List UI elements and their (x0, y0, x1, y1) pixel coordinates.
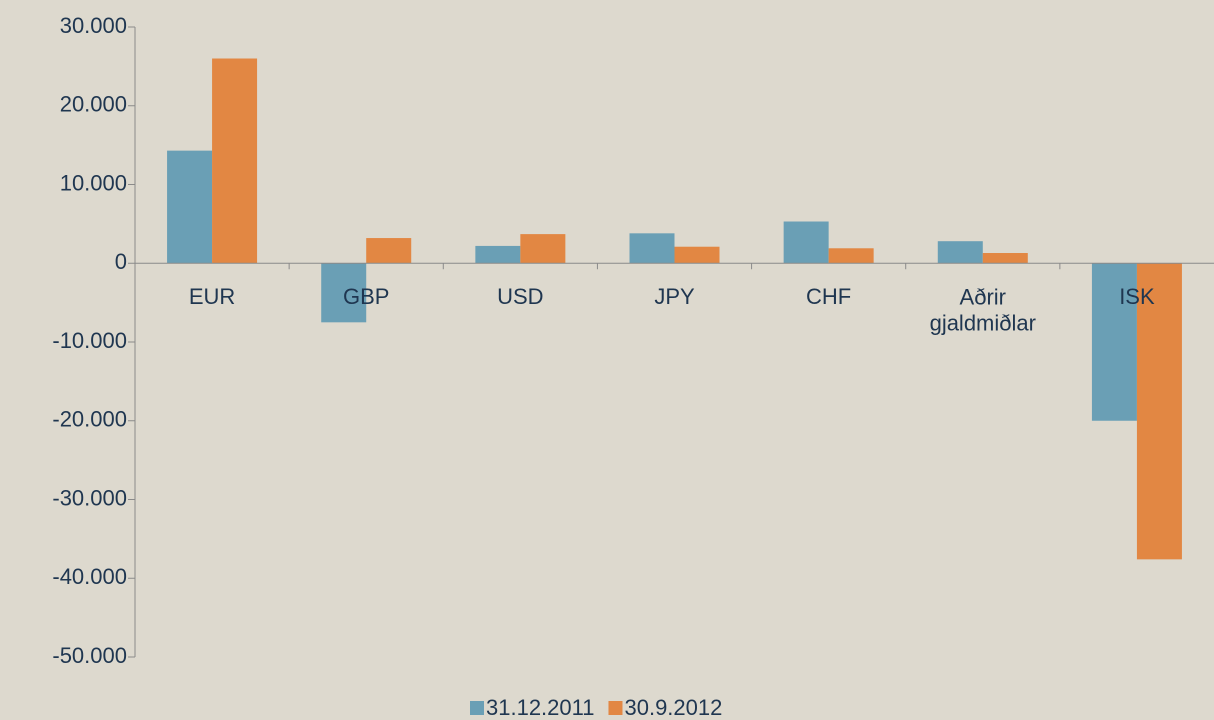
x-tick-label: JPY (654, 284, 695, 309)
bar (629, 233, 675, 264)
x-tick-label: USD (497, 284, 543, 309)
bar (1136, 263, 1182, 560)
legend-label: 30.9.2012 (624, 695, 722, 720)
x-tick-label: CHF (806, 284, 851, 309)
bar (475, 245, 521, 264)
bar (520, 234, 566, 264)
bar (828, 248, 874, 264)
y-tick-label: -10.000 (52, 328, 127, 353)
bar (1091, 263, 1137, 421)
bar (366, 238, 412, 264)
x-tick-label: Aðrir gjaldmiðlar (930, 284, 1036, 335)
y-tick-label: -40.000 (52, 564, 127, 589)
x-tick-label: GBP (343, 284, 389, 309)
bar (982, 253, 1028, 264)
y-tick-label: 30.000 (60, 13, 127, 38)
y-tick-label: -50.000 (52, 643, 127, 668)
bar (167, 150, 213, 264)
y-tick-label: 10.000 (60, 170, 127, 195)
y-tick-label: -30.000 (52, 485, 127, 510)
legend-label: 31.12.2011 (486, 695, 594, 720)
legend-swatch (608, 701, 623, 715)
bar (783, 221, 829, 264)
y-tick-label: -20.000 (52, 407, 127, 432)
x-tick-label: EUR (189, 284, 235, 309)
bar (321, 263, 367, 323)
legend-swatch (470, 701, 484, 715)
bar (937, 241, 983, 264)
y-tick-label: 0 (115, 249, 127, 274)
y-tick-label: 20.000 (60, 92, 127, 117)
x-tick-label: ISK (1119, 284, 1155, 309)
bar (674, 246, 720, 264)
bar (212, 58, 258, 264)
